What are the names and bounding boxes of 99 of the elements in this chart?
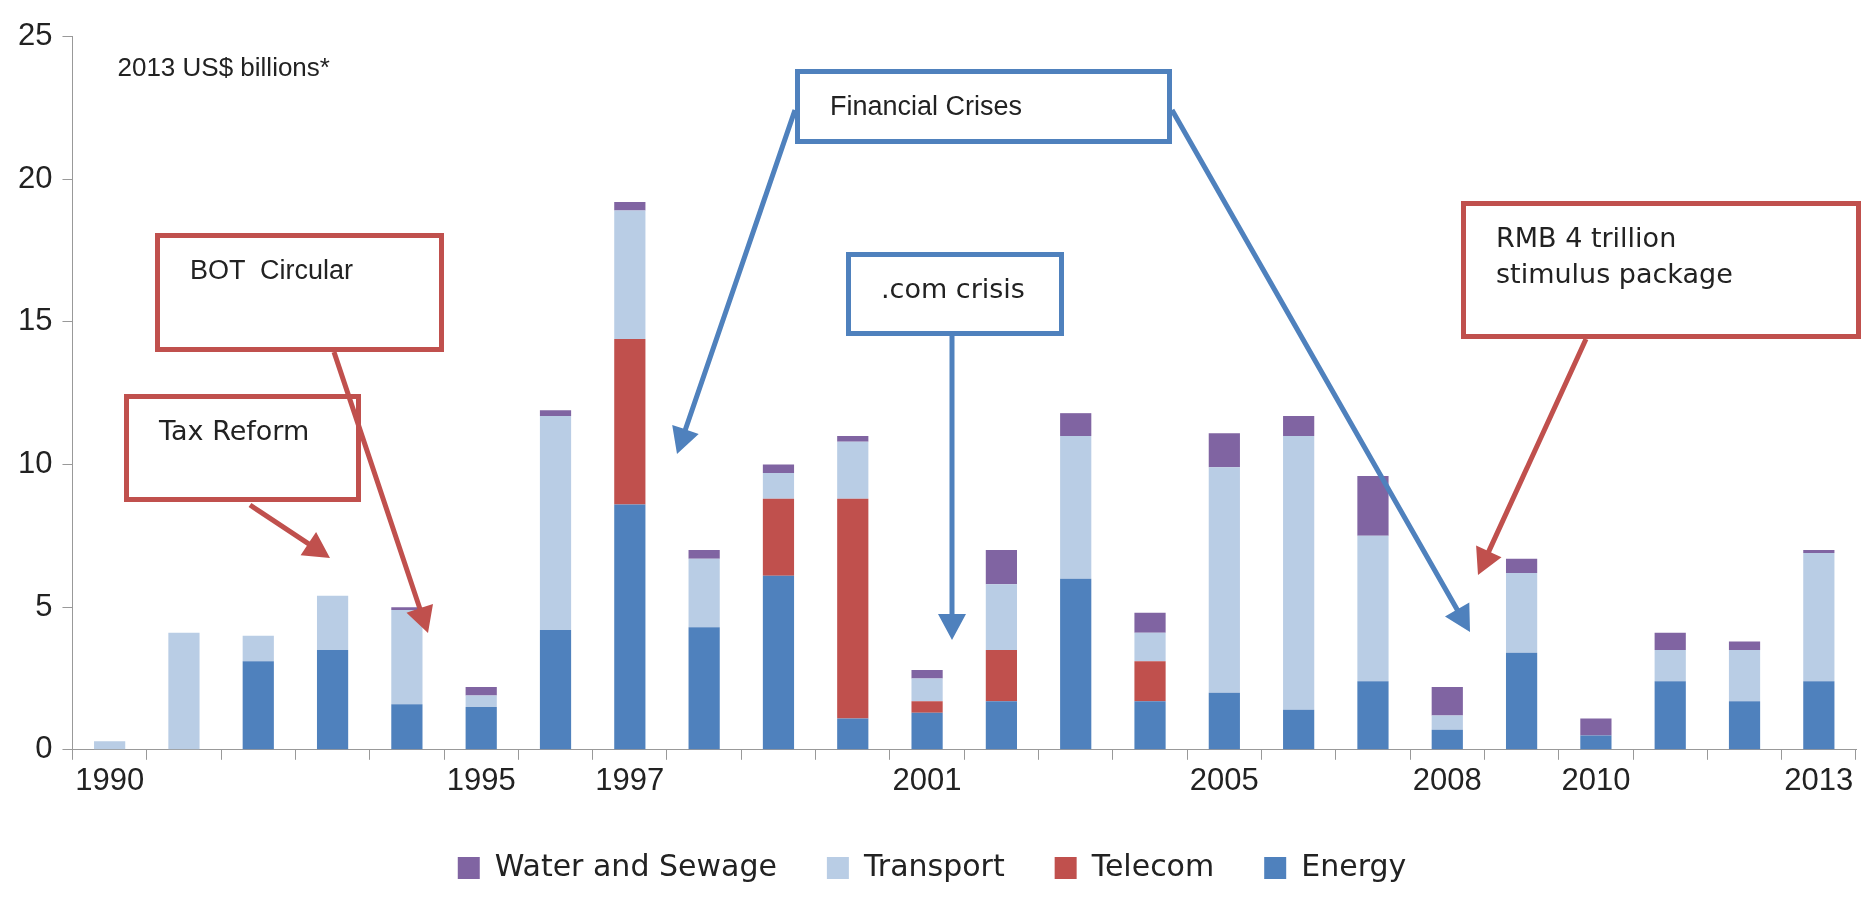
- bar: [837, 718, 869, 750]
- bar: [1134, 612, 1166, 633]
- bar: [1283, 416, 1315, 436]
- bar: [1283, 435, 1315, 710]
- y-tick-label: 5: [35, 587, 53, 623]
- bar: [1505, 652, 1538, 750]
- bar: [837, 498, 869, 719]
- bar: [316, 595, 349, 650]
- bar: [1803, 550, 1835, 553]
- bar: [1431, 687, 1463, 716]
- annotation: RMB 4 trillion stimulus package: [1496, 221, 1734, 291]
- legend-label: Water and Sewage: [494, 847, 777, 883]
- bar: [1134, 701, 1166, 750]
- callout-box: Financial Crises: [795, 69, 1172, 144]
- bar: [1654, 649, 1686, 682]
- bar: [762, 464, 795, 474]
- y-tick-label: 25: [18, 17, 53, 53]
- bar: [1728, 649, 1761, 702]
- callout-box: Tax Reform: [124, 394, 361, 502]
- x-tick-label: 2008: [1412, 761, 1482, 797]
- bar: [168, 632, 200, 750]
- bar: [911, 701, 943, 713]
- bar: [1208, 467, 1240, 693]
- bar: [1580, 735, 1612, 750]
- x-tick-label: 1997: [595, 761, 665, 797]
- bar: [762, 498, 795, 576]
- x-tick-label: 2005: [1189, 761, 1259, 797]
- bar: [837, 441, 869, 499]
- bar: [688, 558, 720, 628]
- bar: [1208, 692, 1240, 750]
- bar: [391, 704, 423, 750]
- bar: [1357, 475, 1389, 536]
- x-tick-label: 2010: [1561, 761, 1631, 797]
- bar: [1580, 718, 1612, 736]
- bar: [1654, 681, 1686, 750]
- bar: [1357, 535, 1389, 682]
- bar: [688, 627, 720, 750]
- bar: [1654, 632, 1686, 650]
- bar: [1060, 413, 1092, 436]
- y-tick-label: 10: [18, 445, 53, 481]
- annotation: Financial Crises: [830, 90, 1024, 123]
- y-axis-title: 2013 US$ billions*: [117, 51, 330, 82]
- bar: [465, 707, 497, 750]
- bar: [316, 649, 349, 750]
- callout-box: .com crisis: [846, 252, 1064, 336]
- bar: [465, 687, 497, 696]
- bar: [614, 339, 646, 505]
- bar: [1505, 572, 1538, 653]
- legend-label: Telecom: [1090, 847, 1215, 883]
- y-tick-label: 0: [35, 730, 53, 766]
- bar: [1431, 715, 1463, 730]
- bar: [1060, 435, 1092, 579]
- x-tick-label: 2013: [1784, 761, 1854, 797]
- legend-label: Transport: [862, 847, 1005, 883]
- bar: [242, 635, 274, 662]
- bar: [1357, 681, 1389, 750]
- bar: [1060, 578, 1092, 750]
- callout-box: RMB 4 trillion stimulus package: [1461, 201, 1861, 339]
- bar: [762, 473, 795, 499]
- y-tick-label: 20: [18, 159, 53, 195]
- annotation: BOT Circular: [190, 254, 355, 287]
- bar: [614, 504, 646, 750]
- bar: [762, 575, 795, 750]
- bar: [614, 202, 646, 211]
- bar: [1505, 558, 1538, 573]
- bar: [911, 678, 943, 702]
- bar: [1728, 641, 1761, 650]
- annotation: Tax Reform: [159, 414, 311, 448]
- legend-label: Energy: [1301, 847, 1407, 883]
- bar: [911, 712, 943, 750]
- bar: [688, 550, 720, 559]
- bar: [1208, 433, 1240, 468]
- bar: [539, 416, 572, 630]
- bar: [1134, 632, 1166, 662]
- annotation: .com crisis: [881, 272, 1026, 306]
- bar: [985, 649, 1017, 702]
- bar: [1431, 729, 1463, 750]
- bar: [985, 584, 1017, 650]
- x-tick-label: 1995: [446, 761, 516, 797]
- bar: [837, 435, 869, 442]
- bar: [614, 210, 646, 339]
- bar: [539, 410, 572, 417]
- bar: [391, 610, 423, 705]
- bar: [539, 629, 572, 750]
- y-tick-label: 15: [18, 302, 53, 338]
- x-tick-label: 2001: [892, 761, 962, 797]
- bar: [94, 741, 126, 750]
- callout-box: BOT Circular: [155, 233, 444, 352]
- bar: [1803, 681, 1835, 750]
- bar: [911, 669, 943, 679]
- bar: [465, 695, 497, 708]
- bar: [1134, 661, 1166, 702]
- bar: [242, 661, 274, 750]
- bar: [1728, 701, 1761, 750]
- bar: [1803, 552, 1835, 682]
- bar: [1283, 709, 1315, 750]
- bar: [985, 550, 1017, 585]
- bar: [985, 701, 1017, 750]
- x-tick-label: 1990: [75, 761, 145, 797]
